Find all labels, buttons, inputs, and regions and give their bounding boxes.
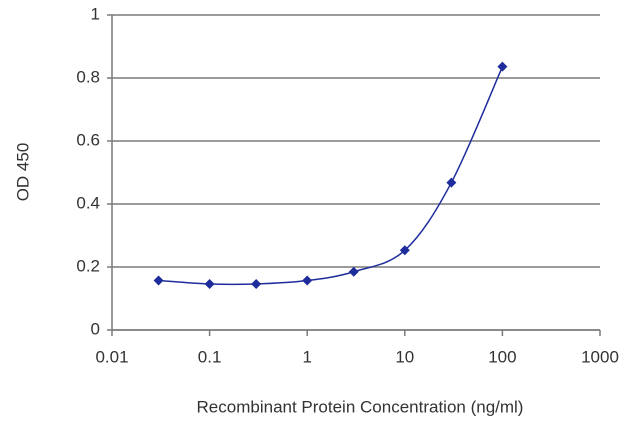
data-line <box>158 66 504 286</box>
data-point <box>399 245 410 256</box>
data-point <box>446 177 457 188</box>
x-tick-label: 0.01 <box>95 347 128 366</box>
x-tick-label: 10 <box>395 347 414 366</box>
x-tick-label: 0.1 <box>198 347 222 366</box>
x-axis-label: Recombinant Protein Concentration (ng/ml… <box>197 397 524 416</box>
y-tick-label: 0.8 <box>76 67 100 86</box>
data-point <box>348 266 359 277</box>
x-tick-label: 100 <box>488 347 516 366</box>
data-point <box>204 279 215 290</box>
y-tick-label: 0.2 <box>76 256 100 275</box>
data-point <box>251 279 262 290</box>
data-point <box>302 275 313 286</box>
y-tick-label: 1 <box>91 4 100 23</box>
data-point <box>497 61 508 72</box>
x-tick-label: 1000 <box>581 347 619 366</box>
y-tick-label: 0.4 <box>76 193 100 212</box>
data-point <box>153 275 164 286</box>
y-tick-label: 0 <box>91 319 100 338</box>
y-tick-label: 0.6 <box>76 130 100 149</box>
y-axis-label: OD 450 <box>13 143 32 202</box>
x-tick-label: 1 <box>302 347 311 366</box>
